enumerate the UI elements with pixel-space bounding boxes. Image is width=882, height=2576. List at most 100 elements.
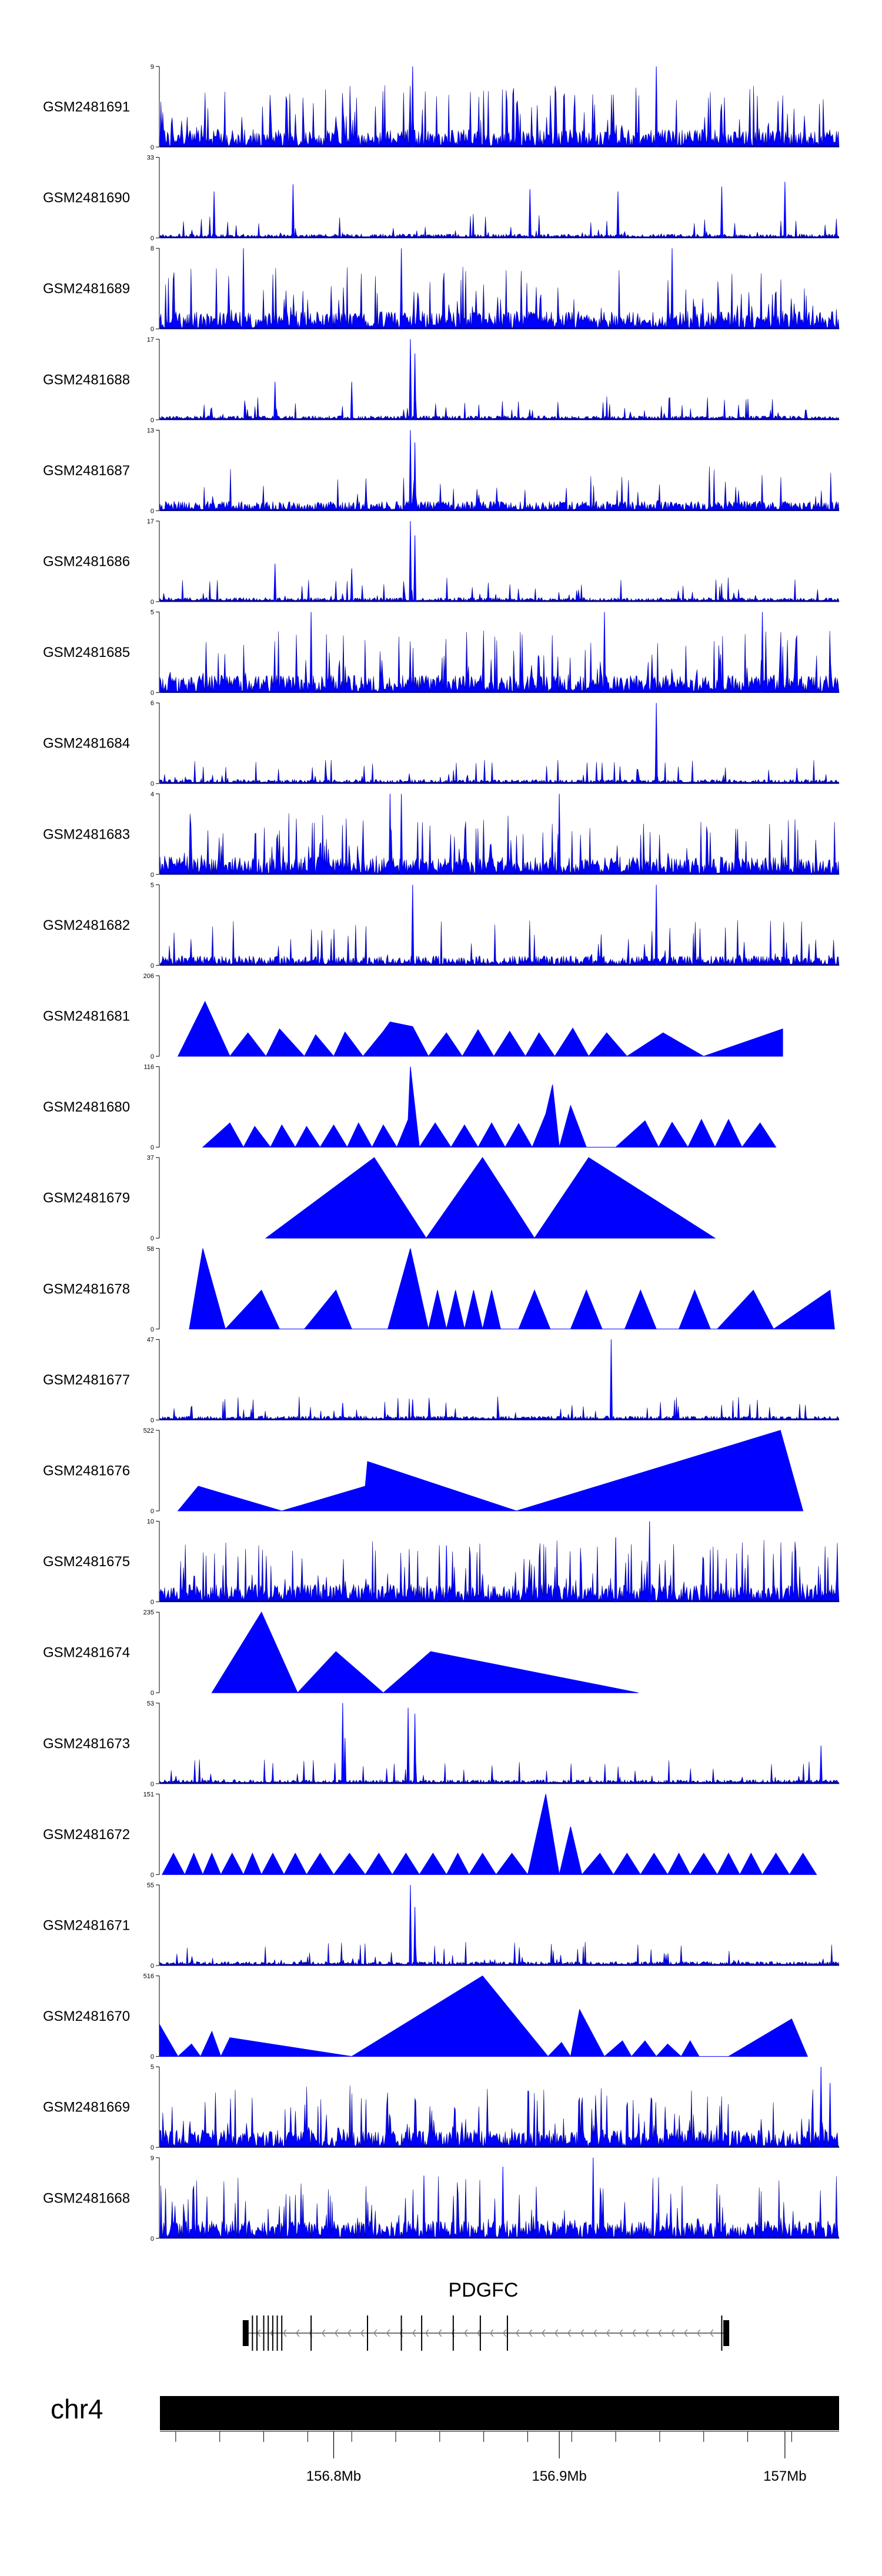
exon <box>310 2315 312 2351</box>
exon <box>506 2315 508 2351</box>
y-max-label: 33 <box>147 155 154 162</box>
coverage-peak <box>413 535 417 602</box>
exon <box>400 2315 402 2351</box>
exon <box>281 2315 283 2351</box>
strand-arrow <box>412 2329 416 2337</box>
y-max-label: 37 <box>147 1154 154 1162</box>
track-label: GSM2481690 <box>43 190 130 206</box>
y-max-label: 17 <box>147 336 154 343</box>
exon <box>272 2315 273 2351</box>
track-GSM2481685: GSM2481685 5 0 <box>43 609 840 697</box>
coverage-area <box>159 396 840 421</box>
coverage-area <box>211 1611 639 1694</box>
coverage-peak <box>409 1884 412 1966</box>
coverage-peak <box>409 339 412 421</box>
y-max-label: 17 <box>147 518 154 525</box>
coverage-area <box>159 630 840 693</box>
track-label: GSM2481674 <box>43 1645 130 1661</box>
track-GSM2481668: GSM2481668 9 0 <box>43 2155 840 2243</box>
strand-arrow <box>580 2329 584 2337</box>
coverage-peak <box>670 248 674 329</box>
coverage-peak <box>400 793 403 875</box>
y-min-label: 0 <box>151 235 154 242</box>
track-label: GSM2481668 <box>43 2190 130 2206</box>
coverage-peak <box>212 191 216 239</box>
track-GSM2481677: GSM2481677 47 0 <box>43 1336 840 1424</box>
y-min-label: 0 <box>151 1871 154 1878</box>
track-label: GSM2481691 <box>43 99 130 115</box>
track-label: GSM2481670 <box>43 2008 130 2024</box>
coverage-area <box>177 1000 783 1057</box>
coverage-area <box>177 1430 804 1511</box>
strand-arrow <box>321 2329 326 2337</box>
coverage-peak <box>413 442 417 511</box>
strand-arrow <box>515 2329 520 2337</box>
y-min-label: 0 <box>151 1417 154 1424</box>
coverage-peak <box>720 186 723 239</box>
strand-arrow <box>670 2329 675 2337</box>
strand-arrow <box>696 2329 701 2337</box>
track-GSM2481689: GSM2481689 8 0 <box>43 245 840 333</box>
coverage-peak <box>614 1537 617 1603</box>
coverage-peak <box>400 248 403 329</box>
exon <box>242 2320 249 2346</box>
coverage-peak <box>819 2067 823 2148</box>
y-max-label: 116 <box>143 1064 154 1071</box>
strand-arrow <box>502 2329 507 2337</box>
y-min-label: 0 <box>151 1144 154 1152</box>
strand-arrow <box>528 2329 533 2337</box>
exon <box>256 2315 258 2351</box>
x-tick-label: 156.8Mb <box>306 2468 361 2484</box>
coverage-area <box>159 577 840 603</box>
track-GSM2481671: GSM2481671 55 0 <box>43 1882 840 1970</box>
y-min-label: 0 <box>151 1690 154 1697</box>
track-label: GSM2481685 <box>43 645 130 660</box>
track-label: GSM2481681 <box>43 1009 130 1025</box>
track-GSM2481669: GSM2481669 5 0 <box>43 2064 840 2151</box>
coverage-peak <box>783 182 787 239</box>
coverage-peak <box>411 1399 415 1420</box>
strand-arrow <box>282 2329 287 2337</box>
y-min-label: 0 <box>151 1326 154 1333</box>
track-label: GSM2481686 <box>43 554 130 570</box>
coverage-area <box>189 1248 835 1330</box>
track-GSM2481678: GSM2481678 58 0 <box>43 1246 835 1333</box>
track-GSM2481684: GSM2481684 6 0 <box>43 700 840 788</box>
y-max-label: 10 <box>147 1519 154 1526</box>
coverage-area <box>159 1941 840 1967</box>
coverage-peak <box>350 382 353 421</box>
coverage-peak <box>242 248 245 329</box>
strand-arrow <box>360 2329 365 2337</box>
coverage-area <box>202 1066 777 1149</box>
track-label: GSM2481682 <box>43 917 130 933</box>
x-tick-label: 156.9Mb <box>532 2468 586 2484</box>
y-max-label: 58 <box>147 1246 154 1253</box>
coverage-peak <box>592 2157 595 2239</box>
y-max-label: 53 <box>147 1700 154 1707</box>
coverage-area <box>161 1794 817 1876</box>
track-label: GSM2481687 <box>43 463 130 479</box>
track-GSM2481674: GSM2481674 235 0 <box>43 1609 639 1697</box>
y-min-label: 0 <box>151 1235 154 1242</box>
y-min-label: 0 <box>151 1053 154 1060</box>
coverage-area <box>159 1396 840 1421</box>
coverage-peak <box>341 1403 345 1420</box>
coverage-peak <box>409 430 412 511</box>
chromosome-bar <box>160 2396 839 2430</box>
track-GSM2481683: GSM2481683 4 0 <box>43 791 840 879</box>
coverage-peak <box>388 793 392 875</box>
coverage-peak <box>291 184 295 239</box>
y-min-label: 0 <box>151 508 154 515</box>
coverage-peak <box>350 568 353 602</box>
y-max-label: 13 <box>147 427 154 434</box>
coverage-peak <box>654 703 658 784</box>
coverage-peak <box>603 612 606 693</box>
coverage-peak <box>654 66 658 148</box>
y-max-label: 5 <box>151 2064 154 2071</box>
track-label: GSM2481672 <box>43 1827 130 1843</box>
coverage-peak <box>413 1907 417 1966</box>
y-max-label: 9 <box>151 64 154 71</box>
track-label: GSM2481677 <box>43 1372 130 1388</box>
